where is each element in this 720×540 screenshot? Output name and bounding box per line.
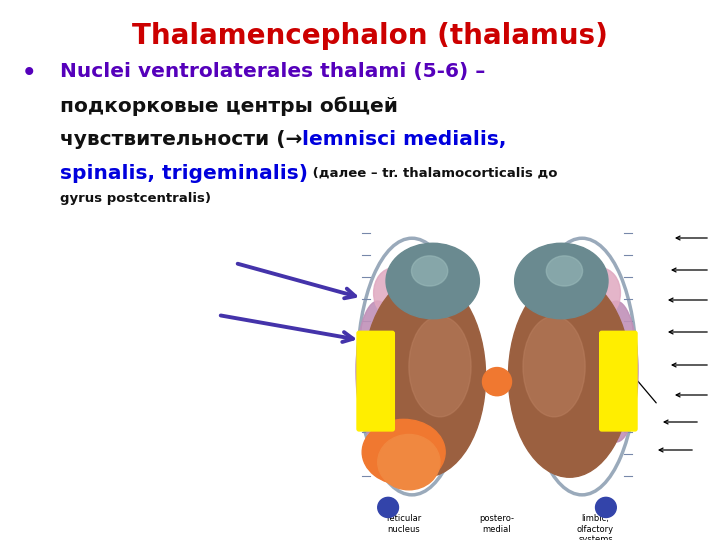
- Ellipse shape: [581, 268, 621, 318]
- Ellipse shape: [378, 435, 440, 490]
- Text: reticular
nucleus: reticular nucleus: [386, 515, 421, 534]
- FancyBboxPatch shape: [357, 332, 395, 431]
- Text: Thalamencephalon (thalamus): Thalamencephalon (thalamus): [132, 22, 608, 50]
- Ellipse shape: [356, 301, 400, 442]
- Text: чувствительности (→: чувствительности (→: [60, 130, 302, 149]
- Ellipse shape: [386, 243, 480, 319]
- FancyBboxPatch shape: [600, 332, 637, 431]
- Ellipse shape: [362, 420, 445, 485]
- Text: Nuclei ventrolaterales thalami (5-6) –: Nuclei ventrolaterales thalami (5-6) –: [60, 62, 485, 81]
- Ellipse shape: [363, 276, 485, 477]
- Text: postero-
medial: postero- medial: [480, 515, 515, 534]
- Ellipse shape: [515, 243, 608, 319]
- Ellipse shape: [482, 368, 511, 396]
- Circle shape: [378, 497, 398, 517]
- Ellipse shape: [374, 268, 413, 318]
- Text: (далее – tr. thalamocorticalis до: (далее – tr. thalamocorticalis до: [308, 167, 557, 180]
- Ellipse shape: [411, 256, 448, 286]
- Text: limbic,
olfactory
systems: limbic, olfactory systems: [577, 515, 614, 540]
- Circle shape: [595, 497, 616, 517]
- Ellipse shape: [508, 276, 631, 477]
- Text: spinalis, trigeminalis): spinalis, trigeminalis): [60, 164, 308, 183]
- Ellipse shape: [409, 316, 471, 417]
- Text: подкорковые центры общей: подкорковые центры общей: [60, 96, 398, 116]
- Ellipse shape: [523, 316, 585, 417]
- Ellipse shape: [546, 256, 582, 286]
- Text: gyrus postcentralis): gyrus postcentralis): [60, 192, 211, 205]
- Ellipse shape: [595, 301, 638, 442]
- Text: lemnisci medialis,: lemnisci medialis,: [302, 130, 507, 149]
- Text: •: •: [22, 62, 37, 85]
